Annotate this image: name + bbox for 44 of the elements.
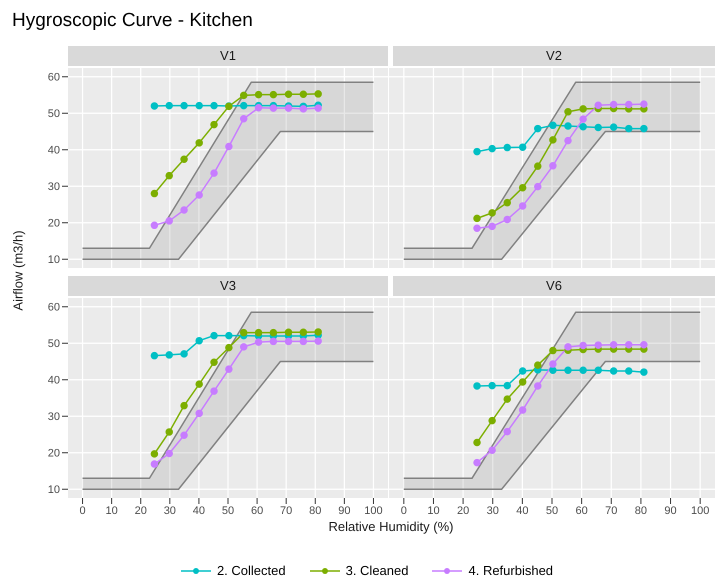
- y-tick-label: 60: [48, 302, 60, 314]
- x-tick-label: 0: [400, 504, 407, 517]
- x-tick-label: 20: [134, 504, 147, 517]
- x-tick-label: 10: [427, 504, 440, 517]
- x-tick-label: 100: [364, 504, 383, 517]
- x-tick-label: 20: [456, 504, 470, 517]
- x-tick-label: 40: [516, 504, 528, 517]
- x-tick-label: 80: [309, 504, 322, 517]
- x-tick-label: 70: [280, 504, 292, 517]
- x-axis-title: Relative Humidity (%): [328, 519, 454, 534]
- legend-label: 2. Collected: [216, 563, 286, 578]
- y-tick-label: 50: [48, 108, 60, 120]
- chart-subtitle: V1: [68, 46, 388, 66]
- y-tick-label: 10: [48, 254, 60, 266]
- y-tick-label: 60: [48, 72, 60, 84]
- x-tick-label: 90: [338, 504, 350, 517]
- y-tick-label: 40: [48, 374, 60, 387]
- x-tick-label: 90: [664, 504, 677, 517]
- chart-subtitle: V3: [68, 276, 388, 296]
- y-axis-title: Airflow (m3/h): [10, 229, 26, 313]
- y-tick-label: 10: [48, 484, 60, 496]
- y-tick-label: 50: [48, 338, 60, 350]
- x-tick-label: 80: [634, 504, 648, 517]
- legend-label: 3. Cleaned: [346, 563, 408, 578]
- x-tick-label: 0: [79, 504, 86, 517]
- x-tick-label: 30: [486, 504, 499, 517]
- legend-label: 4. Refurbished: [468, 563, 554, 578]
- x-tick-label: 50: [222, 504, 234, 517]
- y-tick-label: 40: [48, 144, 60, 157]
- x-tick-label: 50: [546, 504, 558, 517]
- x-tick-label: 10: [106, 504, 118, 517]
- y-tick-label: 20: [48, 218, 60, 230]
- x-tick-label: 60: [250, 504, 264, 517]
- chart-subtitle: V2: [393, 46, 715, 66]
- y-tick-label: 20: [48, 448, 60, 460]
- y-tick-label: 30: [48, 181, 60, 194]
- x-tick-label: 30: [164, 504, 176, 517]
- x-tick-label: 60: [576, 504, 588, 517]
- chart-subtitle: V6: [393, 276, 715, 296]
- x-tick-label: 70: [605, 504, 618, 517]
- x-tick-label: 100: [691, 504, 710, 517]
- y-tick-label: 30: [48, 411, 60, 424]
- chart-title: Hygroscopic Curve - Kitchen: [12, 10, 253, 32]
- x-tick-label: 40: [192, 504, 206, 517]
